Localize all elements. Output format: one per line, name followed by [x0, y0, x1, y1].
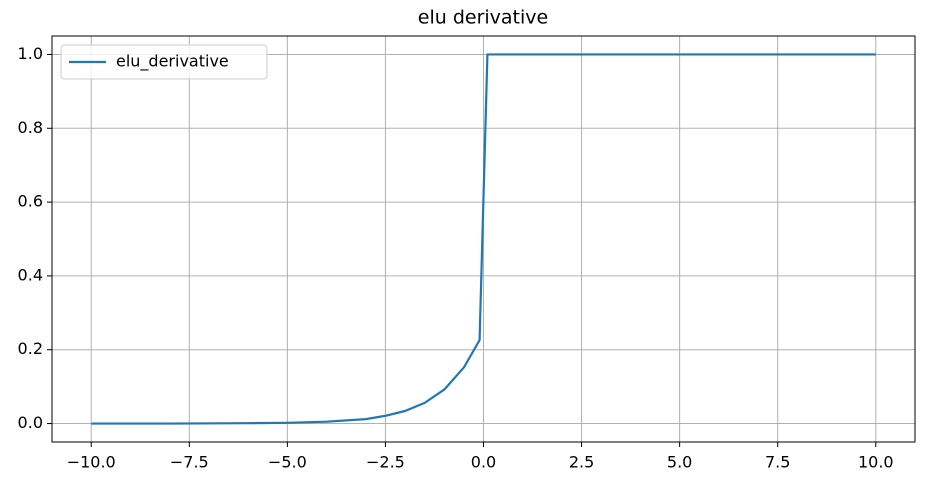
y-tick-label: 0.4	[18, 265, 43, 284]
x-tick-label: 0.0	[471, 453, 496, 472]
x-tick-label: −10.0	[67, 453, 116, 472]
x-tick-label: 5.0	[667, 453, 692, 472]
y-tick-label: 1.0	[18, 44, 43, 63]
chart-title: elu derivative	[418, 7, 548, 29]
legend-label: elu_derivative	[116, 52, 229, 72]
y-tick-label: 0.8	[18, 118, 43, 137]
x-tick-label: 10.0	[858, 453, 894, 472]
x-tick-label: 2.5	[569, 453, 594, 472]
x-tick-label: −5.0	[268, 453, 307, 472]
y-tick-label: 0.0	[18, 413, 43, 432]
y-tick-label: 0.2	[18, 339, 43, 358]
plot-frame	[51, 35, 916, 443]
x-tick-label: −7.5	[170, 453, 209, 472]
y-tick-label: 0.6	[18, 192, 43, 211]
legend-box	[60, 44, 268, 80]
x-tick-label: −2.5	[366, 453, 405, 472]
legend: elu_derivative	[60, 44, 268, 80]
x-tick-label: 7.5	[765, 453, 790, 472]
line	[91, 53, 876, 425]
